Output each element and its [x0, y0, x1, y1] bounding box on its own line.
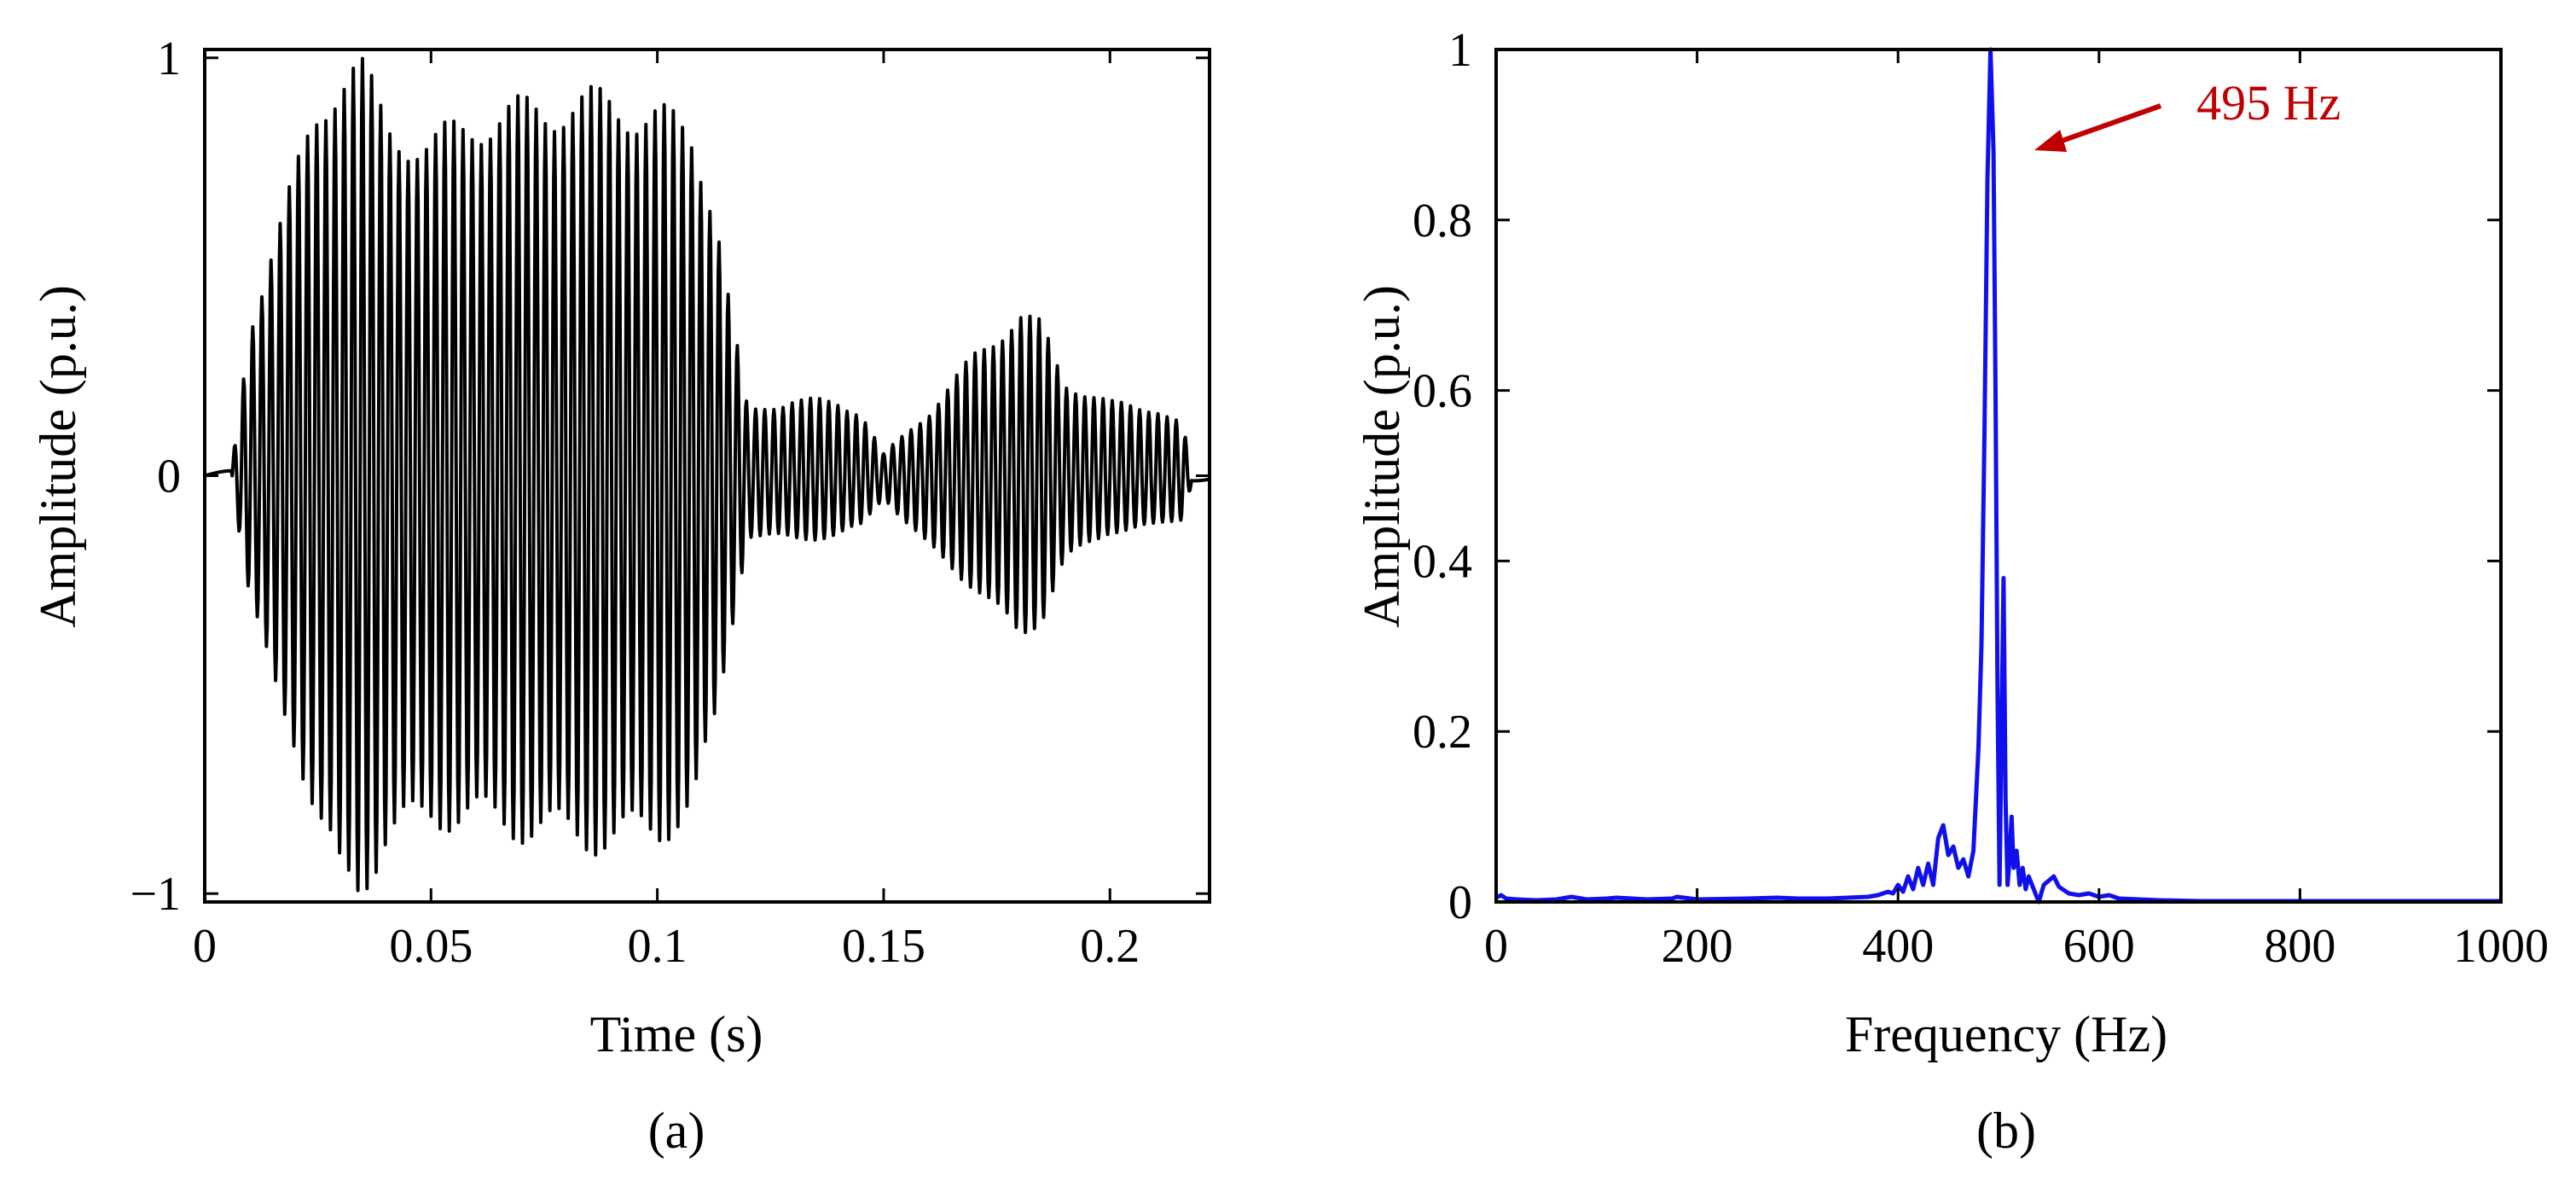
panel-b-1-y-tick-label: 1: [1448, 24, 1472, 77]
annotation-arrow-head: [2034, 130, 2068, 152]
annotation-arrow-shaft: [2049, 103, 2162, 148]
panel-a-0-x-tick-label: 0.1: [628, 920, 688, 973]
panel-b-1-x-tick-label: 0: [1484, 920, 1508, 973]
panel-a-0-x-tick-label: 0.05: [389, 920, 473, 973]
panel-b-plot-area: 0 200 400 600 800 1000 0 0.2 0.4 0.6 0.8 1 495 Hz: [1413, 24, 2549, 973]
panel-b-1-y-tick-label: 0.4: [1413, 535, 1472, 588]
panel-a-0-x-tick-label: 0: [193, 920, 217, 973]
waveform-line: [203, 56, 1210, 893]
panel-b-1-x-tick-label: 600: [2063, 920, 2135, 973]
panel-a-0-y-tick-label: 0: [157, 451, 181, 503]
annotation-label: 495 Hz: [2196, 75, 2341, 131]
panel-a-0-y-tick-label: −1: [130, 868, 181, 921]
spectrum-line: [1494, 47, 2501, 905]
panel-b-1-y-tick-label: 0.8: [1413, 195, 1472, 247]
panel-b-1-x-tick-label: 200: [1662, 920, 1733, 973]
panel-a-waveform: 0 0.05 0.1 0.15 0.2−101 Time (s) Amplitude (…: [30, 32, 1211, 1159]
panel-b-1-x-tick-label: 800: [2264, 920, 2335, 973]
panel-b-xlabel: Frequency (Hz): [1845, 1006, 2167, 1062]
panel-a-caption: (a): [648, 1102, 705, 1159]
panel-b-ylabel: Amplitude (p.u.): [1354, 285, 1410, 628]
panel-a-0-frame: [203, 48, 1211, 904]
panel-a-plot-area: 0 0.05 0.1 0.15 0.2−101: [130, 32, 1211, 973]
panel-a-0-x-tick-label: 0.15: [842, 920, 925, 973]
panel-b-1-x-tick-label: 1000: [2453, 920, 2549, 973]
panel-b-spectrum: 0 200 400 600 800 1000 0 0.2 0.4 0.6 0.8 1 495 Hz Fr…: [1354, 24, 2549, 1159]
panel-b-1-y-tick-label: 0.2: [1413, 706, 1472, 759]
panel-a-xlabel: Time (s): [590, 1006, 763, 1062]
panel-a-0-y-tick-label: 1: [157, 32, 181, 85]
panel-b-1-y-tick-label: 0: [1448, 876, 1472, 929]
panel-b-caption: (b): [1976, 1102, 2036, 1159]
panel-b-1-frame: [1494, 48, 2503, 904]
panel-a-0-x-tick-label: 0.2: [1080, 920, 1140, 973]
panel-a-ylabel: Amplitude (p.u.): [30, 285, 86, 628]
panel-b-1-x-tick-label: 400: [1862, 920, 1934, 973]
panel-b-1-y-tick-label: 0.6: [1413, 365, 1472, 418]
